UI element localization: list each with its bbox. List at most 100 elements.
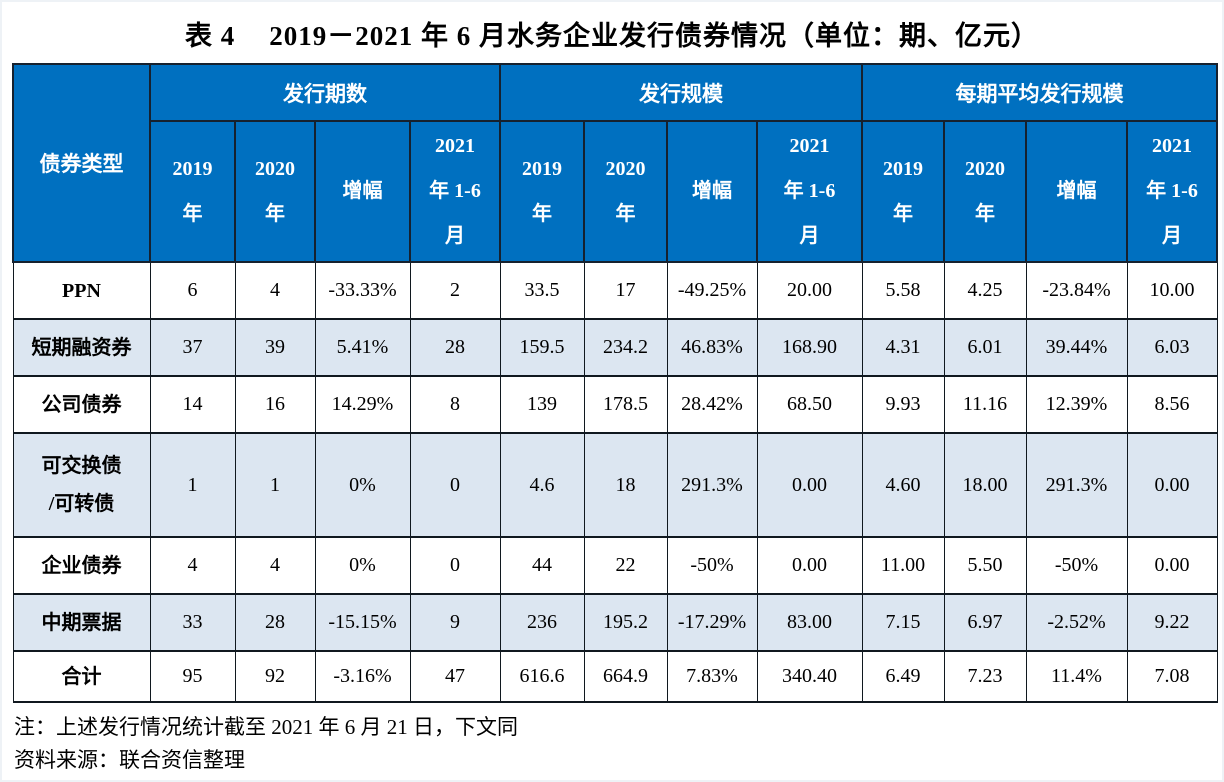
table-cell: -23.84%	[1025, 261, 1128, 320]
table-cell: -15.15%	[314, 593, 411, 652]
table-cell: 14	[149, 375, 236, 434]
col-header-2021h1: 2021 年 1-6 月	[756, 120, 863, 263]
table-cell: 1	[149, 432, 236, 538]
table-cell: 0.00	[756, 536, 863, 595]
table-cell: 28.42%	[666, 375, 758, 434]
table-cell: 9	[409, 593, 501, 652]
table-cell: 44	[499, 536, 585, 595]
table-cell: 14.29%	[314, 375, 411, 434]
table-cell: 5.41%	[314, 318, 411, 377]
table-cell: 33	[149, 593, 236, 652]
table-cell: 6.97	[943, 593, 1027, 652]
group-header-issue-count: 发行期数	[149, 63, 501, 122]
table-cell: 12.39%	[1025, 375, 1128, 434]
table-cell: 178.5	[583, 375, 668, 434]
table-cell: 664.9	[583, 650, 668, 703]
table-cell: 20.00	[756, 261, 863, 320]
table-cell: 0%	[314, 536, 411, 595]
table-cell: 6.01	[943, 318, 1027, 377]
col-header-2020: 2020 年	[234, 120, 316, 263]
col-header-2019: 2019 年	[149, 120, 236, 263]
table-cell: 195.2	[583, 593, 668, 652]
group-header-issue-scale: 发行规模	[499, 63, 863, 122]
col-header-2020: 2020 年	[583, 120, 668, 263]
table-cell: -3.16%	[314, 650, 411, 703]
table-cell: 22	[583, 536, 668, 595]
table-body: PPN 6 4 -33.33% 2 33.5 17 -49.25% 20.00 5.58 4.25-…	[12, 261, 1218, 703]
table-cell: 8.56	[1126, 375, 1218, 434]
table-cell: 4	[234, 536, 316, 595]
table-cell: 616.6	[499, 650, 585, 703]
row-label-bond-type: 公司债券	[12, 375, 151, 434]
table-cell: 5.50	[943, 536, 1027, 595]
table-row: 企业债券 4 4 0% 0 44 22 -50% 0.00 11.00 5.50 -50% 0.00	[12, 536, 1218, 595]
table-row: 可交换债 /可转债 1 1 0% 0 4.6 18 291.3% 0.00 4.60 18.00 29…	[12, 432, 1218, 538]
table-cell: 7.15	[861, 593, 945, 652]
table-cell: 0.00	[756, 432, 863, 538]
table-number: 表 4	[185, 21, 236, 51]
col-header-2019: 2019 年	[499, 120, 585, 263]
table-cell: 4.25	[943, 261, 1027, 320]
table-cell: 83.00	[756, 593, 863, 652]
col-header-2021h1: 2021 年 1-6 月	[1126, 120, 1218, 263]
table-cell: 28	[409, 318, 501, 377]
table-cell: 4	[234, 261, 316, 320]
table-cell: 4.31	[861, 318, 945, 377]
row-label-bond-type: 中期票据	[12, 593, 151, 652]
table-cell: 2	[409, 261, 501, 320]
table-row: 公司债券 14 16 14.29% 8 139 178.5 28.42% 68.50 9.93 11…	[12, 375, 1218, 434]
table-cell: 33.5	[499, 261, 585, 320]
table-row: PPN 6 4 -33.33% 2 33.5 17 -49.25% 20.00 5.58 4.25-…	[12, 261, 1218, 320]
table-cell: 0.00	[1126, 432, 1218, 538]
table-cell: 6.49	[861, 650, 945, 703]
footnote-data-source: 资料来源：联合资信整理	[14, 747, 245, 772]
table-cell: 39	[234, 318, 316, 377]
table-footnotes: 注：上述发行情况统计截至 2021 年 6 月 21 日，下文同 资料来源：联合…	[14, 711, 1212, 776]
table-cell: 7.23	[943, 650, 1027, 703]
row-label-bond-type: 企业债券	[12, 536, 151, 595]
table-cell: 159.5	[499, 318, 585, 377]
table-row: 短期融资券 37 39 5.41% 28 159.5 234.2 46.83% 168.90 4.…	[12, 318, 1218, 377]
table-cell: 236	[499, 593, 585, 652]
table-cell: 7.83%	[666, 650, 758, 703]
table-cell: 4	[149, 536, 236, 595]
col-header-2020: 2020 年	[943, 120, 1027, 263]
table-title: 表 4 2019－2021 年 6 月水务企业发行债券情况（单位：期、亿元）	[12, 14, 1212, 53]
table-cell: 37	[149, 318, 236, 377]
table-cell: 46.83%	[666, 318, 758, 377]
table-cell: 28	[234, 593, 316, 652]
table-cell: 7.08	[1126, 650, 1218, 703]
table-cell: 168.90	[756, 318, 863, 377]
table-cell: 17	[583, 261, 668, 320]
table-cell: 95	[149, 650, 236, 703]
table-cell: 18	[583, 432, 668, 538]
table-row: 中期票据 33 28 -15.15% 9 236 195.2 -17.29% 83.00 7.15…	[12, 593, 1218, 652]
table-cell: 0	[409, 536, 501, 595]
table-cell: 92	[234, 650, 316, 703]
table-cell: 6	[149, 261, 236, 320]
table-cell: -17.29%	[666, 593, 758, 652]
table-row: 合计 95 92 -3.16% 47 616.6 664.9 7.83% 340.40 6.49 7…	[12, 650, 1218, 703]
corner-header-bond-type: 债券类型	[12, 63, 151, 263]
table-cell: 0	[409, 432, 501, 538]
col-header-growth: 增幅	[666, 120, 758, 263]
table-cell: 9.93	[861, 375, 945, 434]
table-cell: 291.3%	[666, 432, 758, 538]
table-cell: 11.16	[943, 375, 1027, 434]
col-header-growth: 增幅	[314, 120, 411, 263]
table-cell: 234.2	[583, 318, 668, 377]
table-cell: 1	[234, 432, 316, 538]
table-cell: -2.52%	[1025, 593, 1128, 652]
table-cell: -50%	[666, 536, 758, 595]
col-header-growth: 增幅	[1025, 120, 1128, 263]
table-cell: 18.00	[943, 432, 1027, 538]
table-cell: 139	[499, 375, 585, 434]
table-cell: 5.58	[861, 261, 945, 320]
table-cell: 11.00	[861, 536, 945, 595]
row-label-bond-type: PPN	[12, 261, 151, 320]
table-cell: 9.22	[1126, 593, 1218, 652]
row-label-bond-type: 短期融资券	[12, 318, 151, 377]
table-cell: 16	[234, 375, 316, 434]
col-header-2019: 2019 年	[861, 120, 945, 263]
